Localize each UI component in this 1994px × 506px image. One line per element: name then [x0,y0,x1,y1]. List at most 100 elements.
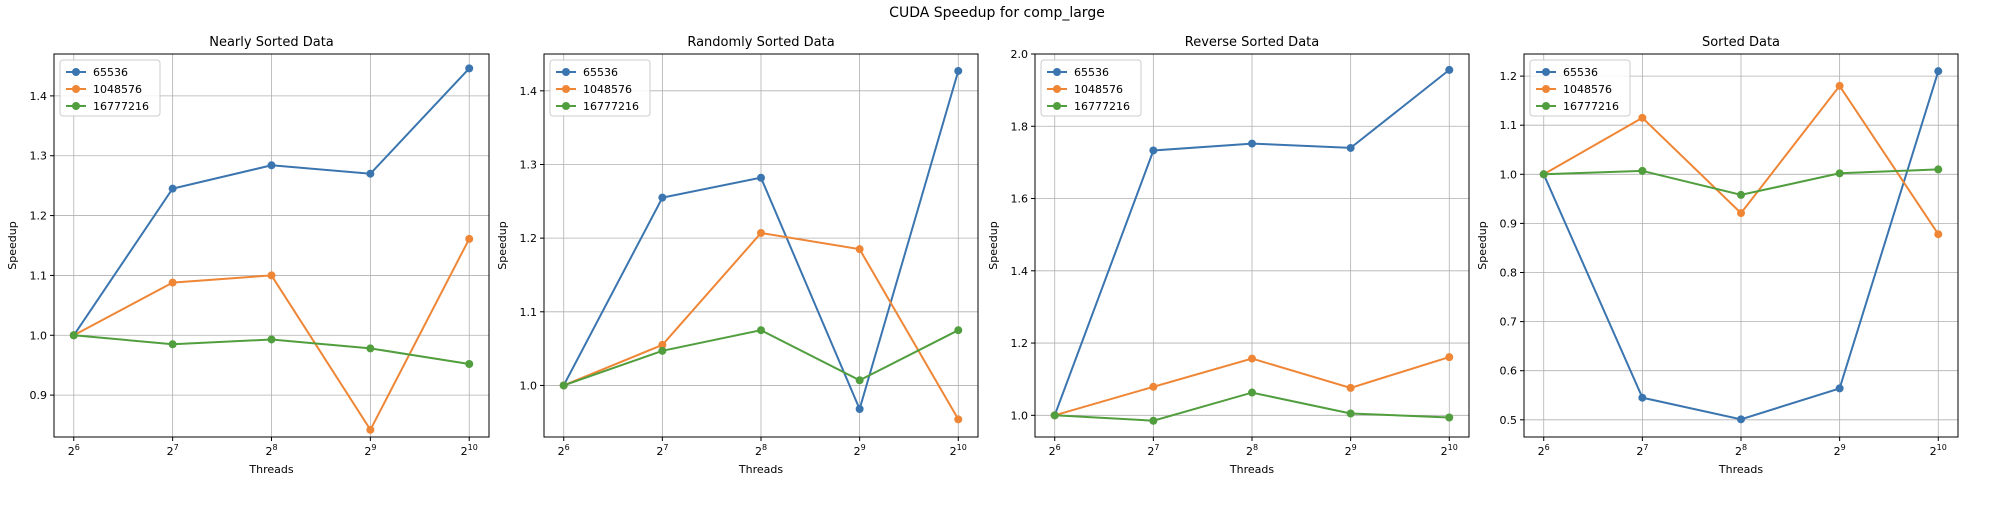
legend-box [1529,59,1631,117]
x-tick-label: 28 [755,443,767,458]
legend-label: 16777216 [93,100,149,113]
x-axis-label: Threads [1229,463,1274,476]
x-tick-label: 29 [364,443,376,458]
data-point-65536 [1934,67,1943,76]
y-tick-label: 1.1 [1500,119,1518,132]
chart-nearly-sorted-data: 0.9 1.0 1.1 1.2 1.3 1.4 26 27 28 29 210 Nearly Sort… [6,35,490,476]
data-point-65536 [1445,65,1454,74]
data-point-65536 [1248,139,1256,148]
legend-marker [72,85,80,93]
x-tick-label: 27 [1147,443,1159,458]
y-tick-label: 1.0 [520,379,538,392]
data-point-65536 [1149,146,1158,155]
y-tick-label: 1.4 [30,90,48,103]
y-tick-label: 0.7 [1500,316,1518,329]
y-tick-label: 1.2 [1500,70,1518,83]
data-point-65536 [855,405,864,414]
panel-title: Randomly Sorted Data [687,35,834,50]
x-tick-label: 26 [1538,443,1550,458]
y-tick-label: 1.8 [1011,120,1029,133]
legend-label: 1048576 [93,83,142,96]
y-tick-label: 1.6 [1011,193,1029,206]
data-point-65536 [465,64,474,73]
data-point-16777216 [855,376,864,385]
panel-title: Reverse Sorted Data [1185,35,1319,50]
data-point-16777216 [465,359,474,368]
legend-label: 65536 [583,66,618,79]
data-point-1048576 [1934,230,1943,239]
legend-label: 65536 [1563,66,1598,79]
data-point-65536 [658,193,667,202]
y-tick-label: 1.0 [1011,409,1029,422]
x-tick-label: 28 [1246,443,1258,458]
y-axis-label: Speedup [6,221,19,269]
data-point-1048576 [1737,209,1745,218]
data-point-1048576 [1248,354,1256,363]
legend-marker [1053,102,1061,110]
legend-label: 1048576 [1563,83,1612,96]
data-point-1048576 [267,271,276,280]
x-tick-label: 27 [656,443,668,458]
data-point-1048576 [1445,353,1454,362]
x-tick-label: 29 [1345,443,1357,458]
legend-marker [1542,85,1550,93]
data-point-65536 [1835,384,1844,393]
legend-marker [1542,68,1550,76]
data-point-16777216 [1539,170,1548,179]
data-point-65536 [757,173,765,182]
data-point-65536 [1737,415,1745,424]
x-tick-label: 29 [1834,443,1846,458]
data-point-16777216 [267,335,276,344]
x-axis-label: Threads [1718,463,1763,476]
y-tick-label: 1.4 [520,85,538,98]
y-tick-label: 1.2 [30,210,48,223]
legend-label: 65536 [1074,66,1109,79]
data-point-16777216 [757,326,765,335]
y-tick-label: 0.5 [1500,414,1518,427]
x-tick-label: 210 [1930,443,1947,458]
panel-title: Nearly Sorted Data [209,35,334,50]
chart-randomly-sorted-data: 1.0 1.1 1.2 1.3 1.4 26 27 28 29 210 Randomly Sorte… [496,35,979,476]
y-tick-label: 1.0 [30,329,48,342]
x-tick-label: 28 [1735,443,1747,458]
x-tick-label: 210 [461,443,478,458]
data-point-1048576 [1346,383,1355,392]
legend-box [549,59,651,117]
y-tick-label: 1.2 [1011,337,1029,350]
x-axis-label: Threads [738,463,783,476]
data-point-16777216 [559,381,568,390]
data-point-65536 [1638,393,1647,402]
legend-label: 16777216 [1074,100,1130,113]
legend-label: 16777216 [1563,100,1619,113]
chart-sorted-data: 0.5 0.6 0.7 0.8 0.9 1.0 1.1 1.2 26 27 28 29 210 Sorte… [1476,35,1959,476]
data-point-16777216 [954,326,963,335]
y-tick-label: 1.1 [520,306,538,319]
y-axis-label: Speedup [1476,221,1489,269]
data-point-16777216 [1248,388,1256,397]
data-point-16777216 [69,331,78,340]
legend-box [1040,59,1142,117]
x-tick-label: 210 [950,443,967,458]
data-point-1048576 [658,340,667,349]
legend-label: 16777216 [583,100,639,113]
figure-title: CUDA Speedup for comp_large [889,5,1105,21]
x-tick-label: 27 [167,443,179,458]
data-point-16777216 [1638,166,1647,175]
data-point-1048576 [366,425,375,434]
data-point-1048576 [168,278,177,287]
x-tick-label: 210 [1441,443,1458,458]
legend: 65536 1048576 16777216 [59,59,161,117]
data-point-1048576 [954,415,963,424]
legend-label: 1048576 [583,83,632,96]
y-tick-label: 1.4 [1011,265,1029,278]
y-tick-label: 1.3 [520,158,538,171]
y-tick-label: 0.8 [1500,267,1518,280]
data-point-65536 [366,169,375,178]
data-point-16777216 [1835,169,1844,178]
x-tick-label: 27 [1636,443,1648,458]
data-point-65536 [267,161,276,170]
data-point-65536 [168,184,177,193]
y-tick-label: 1.2 [520,232,538,245]
y-tick-label: 0.9 [30,389,48,402]
data-point-65536 [1346,143,1355,152]
